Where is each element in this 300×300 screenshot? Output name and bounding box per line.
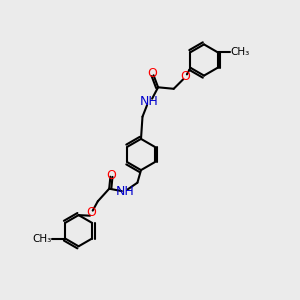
Text: O: O (180, 70, 190, 83)
Text: NH: NH (140, 95, 158, 108)
Text: CH₃: CH₃ (231, 47, 250, 57)
Text: O: O (147, 67, 157, 80)
Text: O: O (86, 206, 96, 219)
Text: CH₃: CH₃ (33, 233, 52, 244)
Text: NH: NH (116, 184, 134, 198)
Text: O: O (107, 169, 116, 182)
